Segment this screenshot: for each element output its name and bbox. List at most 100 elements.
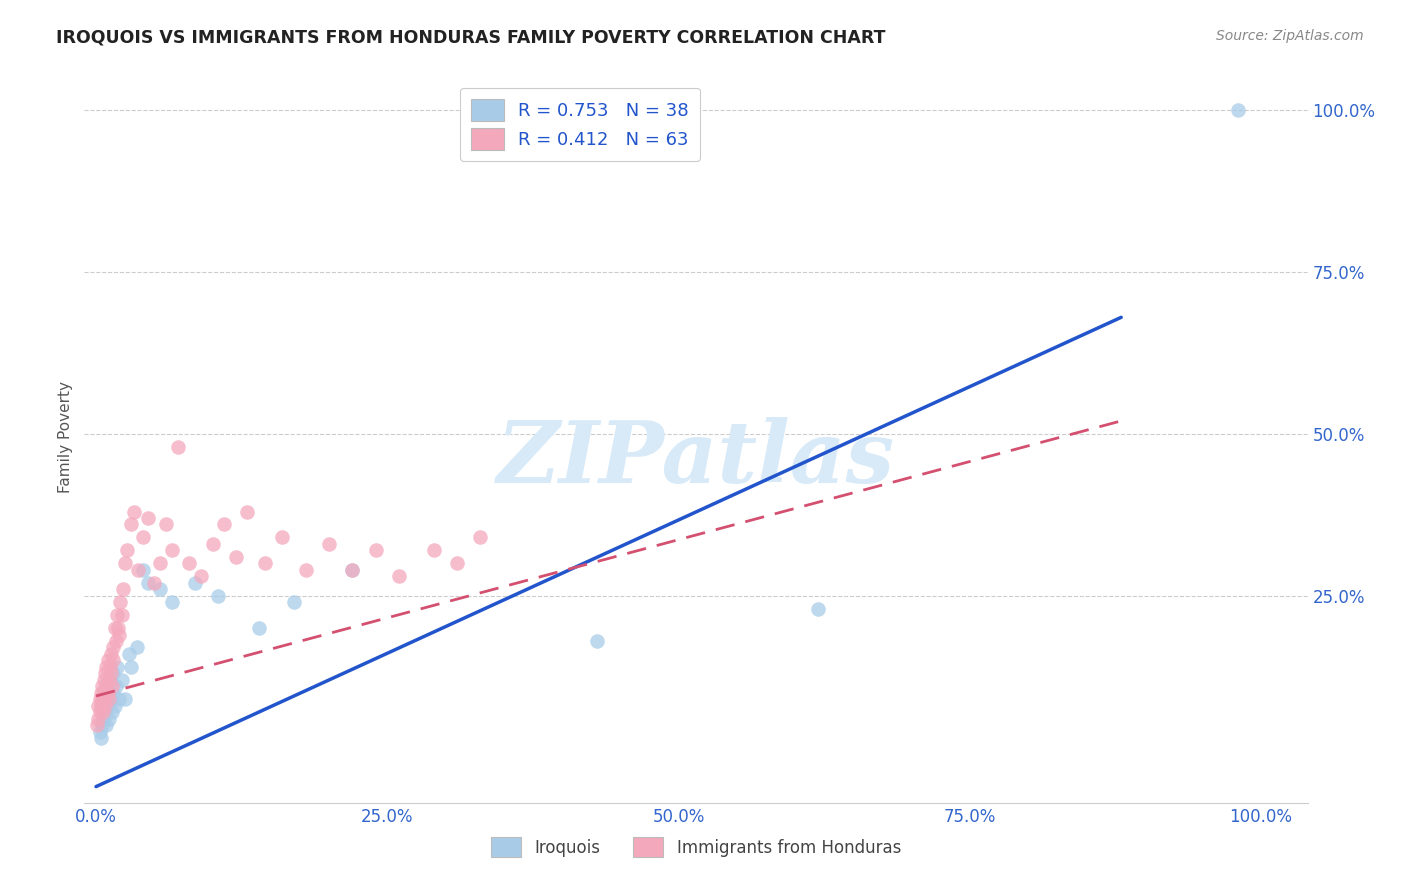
Point xyxy=(96,679,118,693)
Point xyxy=(201,537,224,551)
Point xyxy=(90,698,112,713)
Point xyxy=(97,692,120,706)
Point xyxy=(94,705,117,719)
Point xyxy=(190,569,212,583)
Point xyxy=(94,666,117,681)
Point xyxy=(90,731,112,745)
Y-axis label: Family Poverty: Family Poverty xyxy=(58,381,73,493)
Point xyxy=(110,595,132,609)
Point xyxy=(86,718,108,732)
Point xyxy=(103,666,125,681)
Point xyxy=(114,692,136,706)
Point xyxy=(93,692,115,706)
Point xyxy=(294,563,316,577)
Point xyxy=(98,660,121,674)
Point xyxy=(91,705,114,719)
Point xyxy=(104,698,127,713)
Point xyxy=(225,549,247,564)
Point xyxy=(247,621,270,635)
Point xyxy=(283,595,305,609)
Point xyxy=(107,621,129,635)
Point xyxy=(93,692,115,706)
Point xyxy=(100,647,122,661)
Point xyxy=(103,640,125,655)
Point xyxy=(138,511,160,525)
Point xyxy=(104,621,127,635)
Point xyxy=(111,582,134,597)
Point xyxy=(89,705,111,719)
Point xyxy=(342,563,364,577)
Point xyxy=(97,698,120,713)
Point xyxy=(101,679,124,693)
Point xyxy=(91,712,114,726)
Point xyxy=(143,575,166,590)
Point xyxy=(94,698,117,713)
Point xyxy=(87,698,110,713)
Point xyxy=(131,563,153,577)
Point xyxy=(96,660,118,674)
Point xyxy=(166,440,188,454)
Text: ZIPatlas: ZIPatlas xyxy=(496,417,896,500)
Point xyxy=(105,660,128,674)
Point xyxy=(388,569,411,583)
Point xyxy=(253,557,276,571)
Text: Source: ZipAtlas.com: Source: ZipAtlas.com xyxy=(1216,29,1364,43)
Legend: Iroquois, Immigrants from Honduras: Iroquois, Immigrants from Honduras xyxy=(484,830,908,864)
Point xyxy=(179,557,201,571)
Point xyxy=(127,563,149,577)
Point xyxy=(318,537,340,551)
Point xyxy=(364,543,387,558)
Point xyxy=(807,601,830,615)
Point xyxy=(470,530,492,544)
Point xyxy=(97,679,120,693)
Point xyxy=(105,608,128,623)
Point xyxy=(91,686,114,700)
Point xyxy=(90,698,112,713)
Point xyxy=(1226,103,1249,118)
Point xyxy=(212,517,235,532)
Point xyxy=(97,653,120,667)
Point xyxy=(120,660,142,674)
Point xyxy=(101,705,124,719)
Point xyxy=(236,504,259,518)
Point xyxy=(97,686,120,700)
Point xyxy=(90,679,112,693)
Point xyxy=(108,692,131,706)
Point xyxy=(103,653,125,667)
Point xyxy=(104,634,127,648)
Point xyxy=(89,692,111,706)
Point xyxy=(100,666,122,681)
Point xyxy=(94,686,117,700)
Point xyxy=(149,582,172,597)
Point xyxy=(111,673,134,687)
Point xyxy=(207,589,229,603)
Point xyxy=(155,517,177,532)
Point xyxy=(90,692,112,706)
Point xyxy=(423,543,446,558)
Point xyxy=(97,712,120,726)
Point xyxy=(90,718,112,732)
Point xyxy=(184,575,207,590)
Point xyxy=(160,595,183,609)
Point xyxy=(111,608,134,623)
Point xyxy=(342,563,364,577)
Point xyxy=(108,627,131,641)
Point xyxy=(104,679,127,693)
Text: IROQUOIS VS IMMIGRANTS FROM HONDURAS FAMILY POVERTY CORRELATION CHART: IROQUOIS VS IMMIGRANTS FROM HONDURAS FAM… xyxy=(56,29,886,46)
Point xyxy=(138,575,160,590)
Point xyxy=(117,647,139,661)
Point xyxy=(131,530,153,544)
Point xyxy=(96,718,118,732)
Point xyxy=(103,686,125,700)
Point xyxy=(446,557,468,571)
Point xyxy=(89,724,111,739)
Point xyxy=(100,692,122,706)
Point xyxy=(160,543,183,558)
Point xyxy=(114,557,136,571)
Point xyxy=(87,712,110,726)
Point xyxy=(93,673,115,687)
Point xyxy=(97,673,120,687)
Point xyxy=(125,640,148,655)
Point xyxy=(120,517,142,532)
Point xyxy=(124,504,146,518)
